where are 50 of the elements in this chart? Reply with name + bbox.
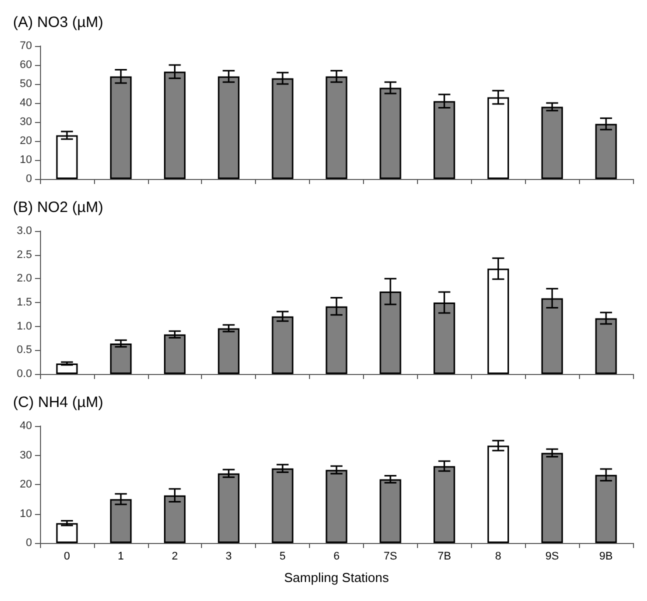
y-tick-label: 10 xyxy=(20,508,32,520)
chart-title: (C) NH4 (µM) xyxy=(13,394,104,411)
y-tick-label: 50 xyxy=(20,78,32,90)
bar xyxy=(487,446,510,543)
y-tick-label: 2.5 xyxy=(16,248,32,261)
bar xyxy=(218,328,240,374)
y-tick-label: 0 xyxy=(26,537,32,549)
x-tick-label: 1 xyxy=(118,550,124,562)
y-tick-label: 2.0 xyxy=(16,272,32,285)
x-tick-label: 2 xyxy=(172,550,178,562)
bar xyxy=(272,468,294,543)
x-tick-label: 7B xyxy=(438,550,452,562)
bar xyxy=(56,364,78,374)
bar xyxy=(541,106,563,179)
x-tick-label: 5 xyxy=(280,550,286,562)
y-tick-label: 20 xyxy=(20,135,32,147)
bar xyxy=(326,470,348,543)
y-tick-label: 3.0 xyxy=(16,225,32,237)
bar xyxy=(56,523,78,543)
bar xyxy=(380,479,402,543)
bar xyxy=(56,135,78,179)
y-tick-label: 0.0 xyxy=(16,368,32,380)
bar xyxy=(541,452,563,543)
bar xyxy=(110,343,132,374)
x-tick-label: 9S xyxy=(545,550,559,562)
chart-title: (B) NO2 (µM) xyxy=(13,199,104,216)
x-tick-label: 6 xyxy=(333,550,340,562)
y-tick-label: 30 xyxy=(20,449,32,462)
bar xyxy=(218,473,240,543)
x-tick-label: 3 xyxy=(226,550,232,562)
y-tick-label: 20 xyxy=(20,478,32,490)
x-tick-label: 0 xyxy=(64,550,70,562)
bar xyxy=(434,466,456,543)
bar xyxy=(164,334,186,374)
y-tick-label: 40 xyxy=(20,420,32,432)
bar xyxy=(272,316,294,374)
x-tick-label: 7S xyxy=(384,550,398,562)
y-tick-label: 60 xyxy=(20,59,32,71)
y-tick-label: 10 xyxy=(20,154,32,166)
y-tick-label: 0.5 xyxy=(16,344,32,356)
y-tick-label: 1.0 xyxy=(16,320,32,332)
y-tick-label: 30 xyxy=(20,116,32,128)
y-tick-label: 70 xyxy=(20,40,32,52)
x-axis-title: Sampling Stations xyxy=(284,570,390,585)
chart-title: (A) NO3 (µM) xyxy=(13,14,104,31)
y-tick-label: 0 xyxy=(26,173,32,185)
y-tick-label: 1.5 xyxy=(16,296,32,308)
x-tick-label: 8 xyxy=(495,550,502,562)
y-tick-label: 40 xyxy=(20,97,32,109)
x-tick-label: 9B xyxy=(599,550,613,562)
